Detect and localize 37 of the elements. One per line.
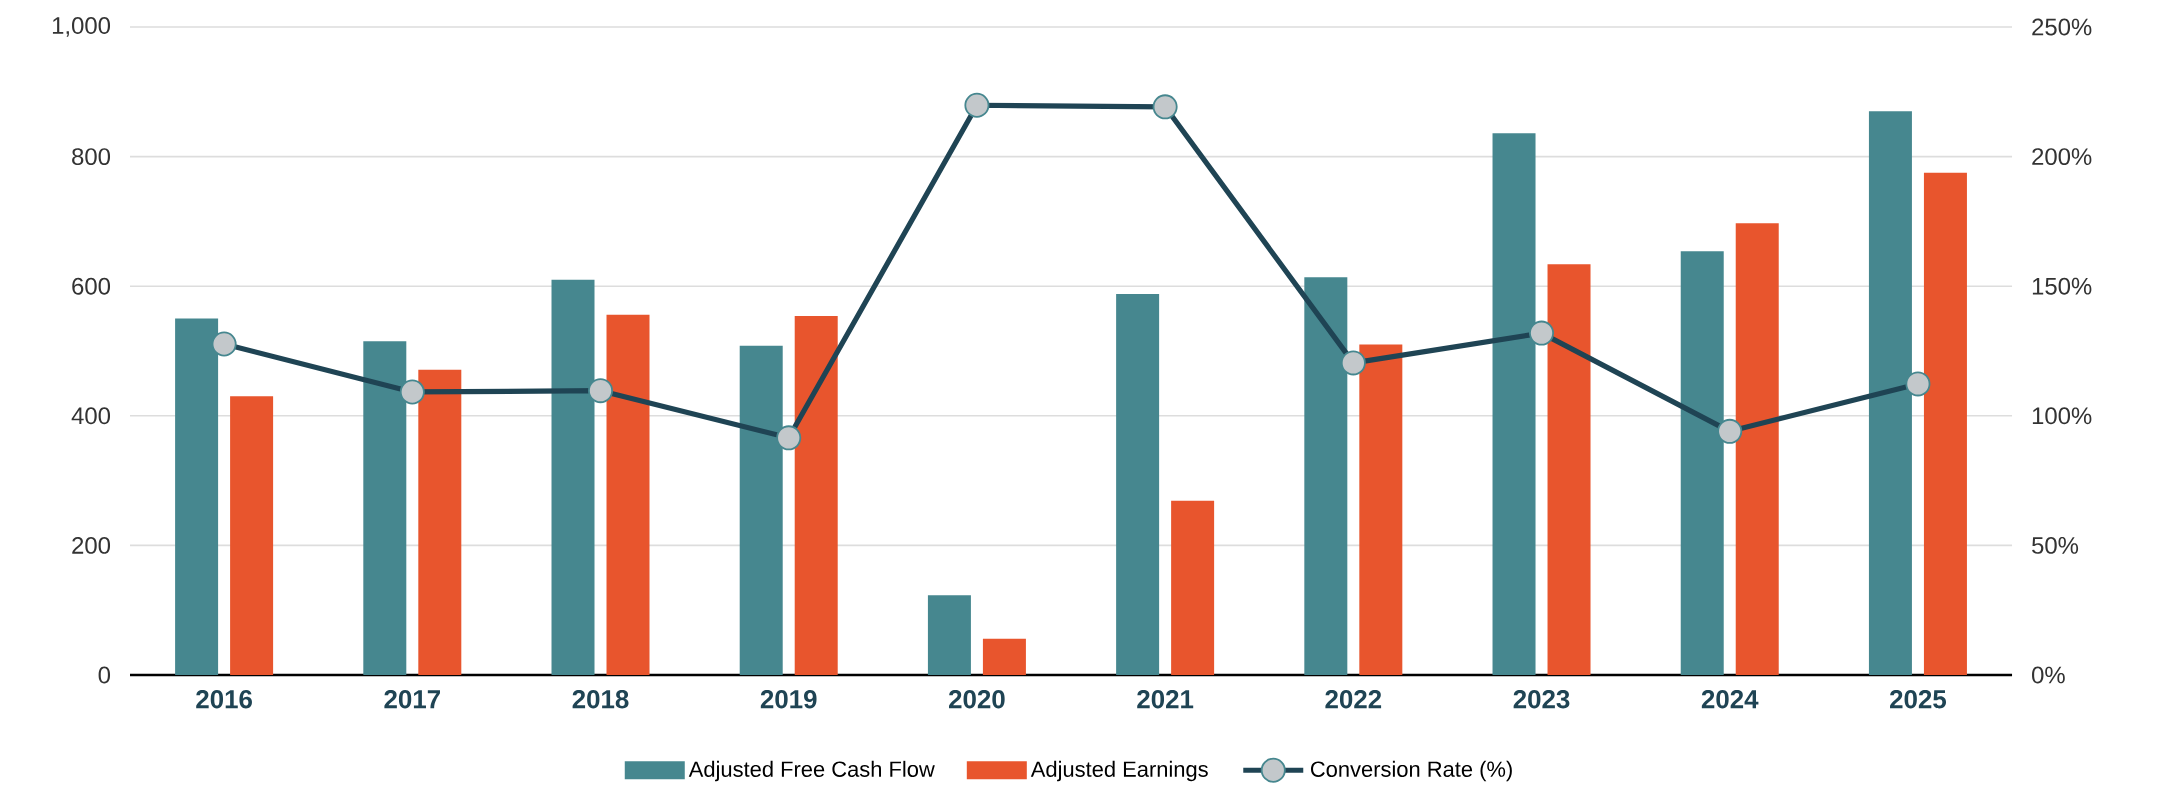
y2-tick-label: 250% [2032,18,2092,36]
legend-label: Adjusted Free Cash Flow [688,760,935,782]
y2-tick-label: 0% [2032,666,2065,684]
x-tick-label: 2017 [384,690,440,709]
x-tick-label: 2024 [1701,690,1759,709]
x-tick-label: 2021 [1137,690,1194,709]
x-tick-label: 2023 [1513,690,1570,709]
bar [982,638,1026,675]
x-tick-label: 2022 [1325,690,1382,709]
bar [418,369,462,675]
y2-tick-label: 200% [2032,148,2092,166]
y2-tick-label: 50% [2032,536,2079,554]
y2-tick-label: 150% [2032,277,2092,295]
y-tick-label: 200 [72,536,111,554]
bar [230,396,274,675]
x-tick-label: 2025 [1890,690,1947,709]
y-tick-label: 800 [72,148,111,166]
bar [606,314,650,675]
bar [927,595,971,675]
legend-label: Conversion Rate (%) [1310,760,1512,782]
y2-tick-label: 100% [2032,407,2092,425]
bar [1547,264,1591,675]
bar [1923,172,1967,675]
x-tick-label: 2018 [572,690,629,709]
x-tick-label: 2016 [196,690,252,709]
y-tick-label: 400 [71,407,111,425]
y-tick-label: 600 [72,277,111,295]
x-tick-label: 2020 [949,690,1005,709]
bar [794,316,838,675]
y-tick-label: 1,000 [52,17,111,37]
x-tick-label: 2019 [760,690,817,709]
bar [1171,500,1215,675]
bar [1116,293,1160,675]
bar [1359,344,1403,675]
y-tick-label: 0 [98,666,111,684]
bar [1735,223,1779,675]
legend-label: Adjusted Earnings [1030,760,1208,782]
